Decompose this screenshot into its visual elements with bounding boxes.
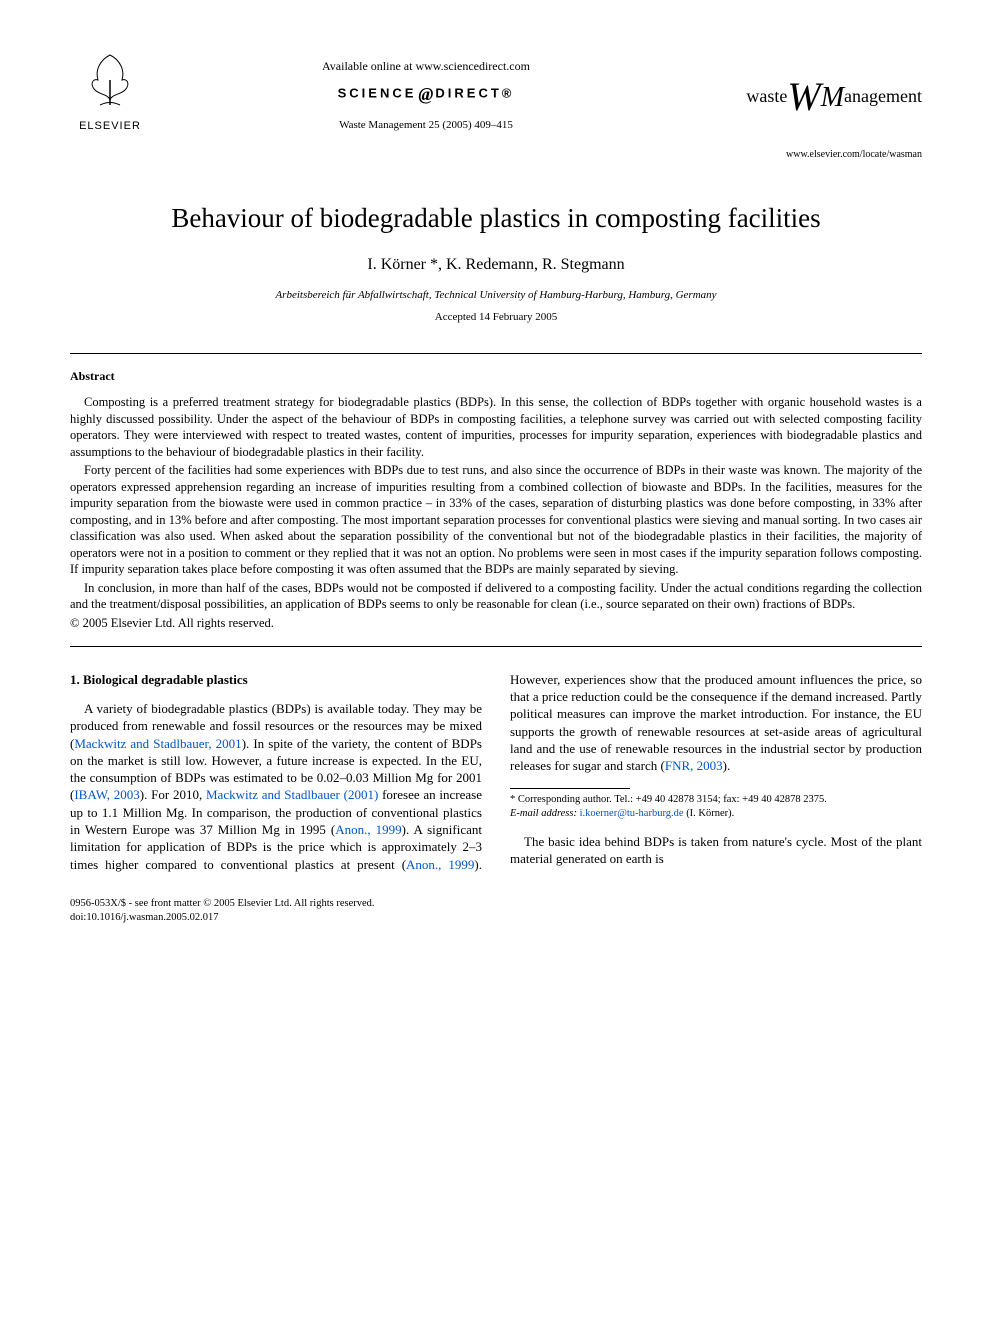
elsevier-tree-icon (80, 50, 140, 110)
sd-left: SCIENCE (338, 86, 417, 101)
publisher-name: ELSEVIER (70, 119, 150, 134)
ref-link-anon-1999[interactable]: Anon., 1999 (335, 822, 401, 837)
abstract-p3: In conclusion, in more than half of the … (70, 580, 922, 613)
available-online: Available online at www.sciencedirect.co… (150, 58, 702, 74)
ref-link-fnr-2003[interactable]: FNR, 2003 (665, 758, 723, 773)
journal-management: anagement (844, 86, 922, 106)
affiliation: Arbeitsbereich für Abfallwirtschaft, Tec… (70, 288, 922, 303)
footnote-corresponding: * Corresponding author. Tel.: +49 40 428… (510, 793, 922, 820)
locate-url[interactable]: www.elsevier.com/locate/wasman (702, 148, 922, 162)
body-p1-c: ). For 2010, (140, 787, 206, 802)
rule-top (70, 353, 922, 354)
ref-link-mackwitz-2001b[interactable]: Mackwitz and Stadlbauer (2001) (206, 787, 378, 802)
abstract-p1: Composting is a preferred treatment stra… (70, 394, 922, 460)
footnote-corr: * Corresponding author. Tel.: +49 40 428… (510, 793, 922, 807)
sd-at-icon: @ (418, 82, 433, 106)
accepted-date: Accepted 14 February 2005 (70, 310, 922, 325)
header-center: Available online at www.sciencedirect.co… (150, 50, 702, 133)
abstract-p2: Forty percent of the facilities had some… (70, 462, 922, 578)
elsevier-logo: ELSEVIER (70, 50, 150, 133)
footnote-email-label: E-mail address: (510, 808, 577, 819)
footnote-email-suffix: (I. Körner). (684, 808, 735, 819)
rule-bottom (70, 646, 922, 647)
ref-link-ibaw-2003[interactable]: IBAW, 2003 (74, 787, 139, 802)
citation: Waste Management 25 (2005) 409–415 (150, 118, 702, 133)
journal-logo-text: wasteWManagement (702, 70, 922, 124)
journal-logo: wasteWManagement www.elsevier.com/locate… (702, 50, 922, 162)
copyright: © 2005 Elsevier Ltd. All rights reserved… (70, 615, 922, 632)
journal-M-icon: M (821, 82, 844, 113)
footnote-rule (510, 788, 630, 789)
footer-doi: doi:10.1016/j.wasman.2005.02.017 (70, 911, 922, 925)
ref-link-anon-1999b[interactable]: Anon., 1999 (406, 857, 474, 872)
body-columns: 1. Biological degradable plastics A vari… (70, 671, 922, 873)
ref-link-mackwitz-2001[interactable]: Mackwitz and Stadlbauer, 2001 (74, 736, 241, 751)
footer: 0956-053X/$ - see front matter © 2005 El… (70, 897, 922, 924)
journal-W-icon: W (787, 74, 820, 119)
abstract-heading: Abstract (70, 368, 922, 384)
header-row: ELSEVIER Available online at www.science… (70, 50, 922, 162)
footnote-email-line: E-mail address: i.koerner@tu-harburg.de … (510, 807, 922, 821)
sd-right: DIRECT® (435, 86, 514, 101)
footnote-email[interactable]: i.koerner@tu-harburg.de (580, 808, 684, 819)
footer-front-matter: 0956-053X/$ - see front matter © 2005 El… (70, 897, 922, 911)
body-p1-g: ). (723, 758, 731, 773)
science-direct-logo: SCIENCE@DIRECT® (150, 82, 702, 106)
journal-waste: waste (746, 86, 787, 106)
body-p2: The basic idea behind BDPs is taken from… (510, 833, 922, 868)
authors: I. Körner *, K. Redemann, R. Stegmann (70, 254, 922, 276)
section-1-heading: 1. Biological degradable plastics (70, 671, 482, 688)
article-title: Behaviour of biodegradable plastics in c… (70, 200, 922, 236)
